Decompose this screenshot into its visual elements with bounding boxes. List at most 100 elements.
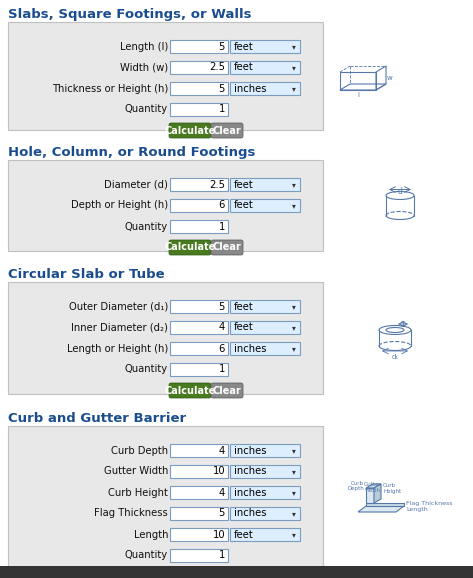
Text: 6: 6 — [219, 343, 225, 354]
Text: Hole, Column, or Round Footings: Hole, Column, or Round Footings — [8, 146, 255, 159]
Text: feet: feet — [234, 529, 254, 539]
Bar — [230, 528, 300, 540]
Bar — [230, 61, 300, 73]
Bar — [170, 299, 228, 313]
FancyBboxPatch shape — [211, 240, 243, 255]
Bar — [230, 81, 300, 94]
Bar — [170, 177, 228, 191]
Bar — [0, 566, 473, 578]
Bar — [170, 486, 228, 498]
Text: ▾: ▾ — [292, 488, 296, 497]
Text: inches: inches — [234, 487, 266, 498]
Text: d₂: d₂ — [399, 321, 407, 327]
Text: Curb
Depth: Curb Depth — [347, 480, 364, 491]
Bar — [170, 465, 228, 477]
Text: inches: inches — [234, 466, 266, 476]
Bar — [170, 549, 228, 561]
Bar — [170, 443, 228, 457]
Text: 2.5: 2.5 — [209, 180, 225, 190]
Bar — [230, 299, 300, 313]
Text: feet: feet — [234, 201, 254, 210]
Text: ▾: ▾ — [292, 530, 296, 539]
Text: 4: 4 — [219, 323, 225, 332]
FancyBboxPatch shape — [211, 383, 243, 398]
Text: ▾: ▾ — [292, 84, 296, 93]
Text: inches: inches — [234, 83, 266, 94]
Bar — [230, 39, 300, 53]
Bar — [230, 506, 300, 520]
Bar — [170, 220, 228, 232]
Polygon shape — [366, 488, 374, 503]
Text: feet: feet — [234, 302, 254, 312]
Text: d₁: d₁ — [392, 354, 399, 360]
Text: Calculate: Calculate — [165, 386, 216, 395]
Text: Outer Diameter (d₁): Outer Diameter (d₁) — [69, 302, 168, 312]
Text: ▾: ▾ — [292, 509, 296, 518]
Bar — [230, 177, 300, 191]
Text: 1: 1 — [219, 550, 225, 561]
Polygon shape — [366, 484, 381, 488]
Text: Circular Slab or Tube: Circular Slab or Tube — [8, 268, 165, 281]
Text: 10: 10 — [212, 466, 225, 476]
Text: feet: feet — [234, 42, 254, 51]
Bar — [230, 198, 300, 212]
Bar — [170, 81, 228, 94]
Text: Curb and Gutter Barrier: Curb and Gutter Barrier — [8, 412, 186, 425]
Text: Depth or Height (h): Depth or Height (h) — [71, 201, 168, 210]
Text: 1: 1 — [219, 105, 225, 114]
Text: ▾: ▾ — [292, 446, 296, 455]
Text: Clear: Clear — [213, 125, 241, 135]
Text: ▾: ▾ — [292, 467, 296, 476]
Bar — [170, 506, 228, 520]
Text: 5: 5 — [219, 302, 225, 312]
Text: 5: 5 — [219, 83, 225, 94]
Bar — [170, 39, 228, 53]
Bar — [170, 342, 228, 354]
Text: ▾: ▾ — [292, 344, 296, 353]
Text: 2.5: 2.5 — [209, 62, 225, 72]
Bar — [170, 198, 228, 212]
Bar — [170, 320, 228, 334]
Text: 6: 6 — [219, 201, 225, 210]
Bar — [230, 486, 300, 498]
Text: Quantity: Quantity — [125, 365, 168, 375]
Text: 5: 5 — [219, 42, 225, 51]
Text: 10: 10 — [212, 529, 225, 539]
Text: Calculate: Calculate — [165, 125, 216, 135]
Text: Length or Height (h): Length or Height (h) — [67, 343, 168, 354]
Text: Quantity: Quantity — [125, 221, 168, 232]
Text: Clear: Clear — [213, 243, 241, 253]
Text: feet: feet — [234, 323, 254, 332]
Text: l: l — [357, 92, 359, 98]
Text: feet: feet — [234, 62, 254, 72]
Text: Length: Length — [133, 529, 168, 539]
Text: Flag Thickness: Flag Thickness — [94, 509, 168, 518]
Bar — [170, 61, 228, 73]
Text: feet: feet — [234, 180, 254, 190]
Text: Clear: Clear — [213, 386, 241, 395]
FancyBboxPatch shape — [169, 123, 211, 138]
Text: ▾: ▾ — [292, 180, 296, 189]
Bar — [230, 443, 300, 457]
Polygon shape — [358, 506, 404, 512]
Text: ▾: ▾ — [292, 201, 296, 210]
Bar — [8, 160, 323, 251]
Text: Quantity: Quantity — [125, 105, 168, 114]
Bar — [8, 426, 323, 578]
Text: d: d — [398, 187, 403, 195]
Bar — [8, 282, 323, 394]
Polygon shape — [374, 484, 381, 503]
FancyBboxPatch shape — [211, 123, 243, 138]
Bar — [8, 22, 323, 130]
Text: Inner Diameter (d₂): Inner Diameter (d₂) — [71, 323, 168, 332]
Text: 1: 1 — [219, 221, 225, 232]
Text: 4: 4 — [219, 446, 225, 455]
Text: inches: inches — [234, 343, 266, 354]
Text: 4: 4 — [219, 487, 225, 498]
Text: Length (l): Length (l) — [120, 42, 168, 51]
Text: Gutter
Width: Gutter Width — [364, 482, 382, 493]
Text: ▾: ▾ — [292, 63, 296, 72]
Text: inches: inches — [234, 509, 266, 518]
Bar — [230, 320, 300, 334]
Text: w: w — [387, 75, 393, 81]
